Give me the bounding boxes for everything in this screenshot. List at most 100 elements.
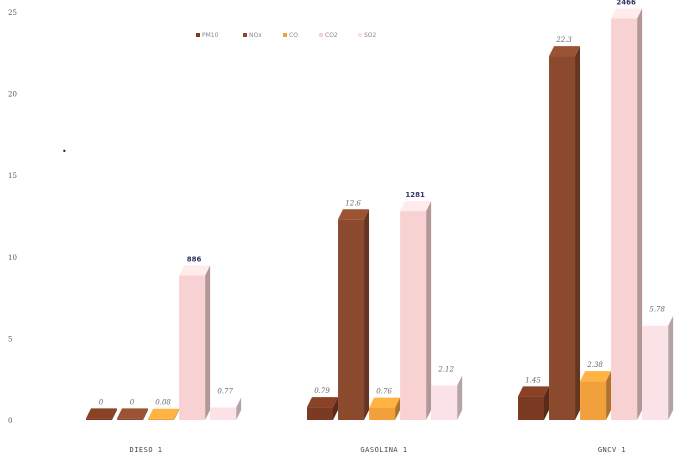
data-label: 0 xyxy=(130,398,135,406)
bar-side xyxy=(143,408,149,420)
bar-side xyxy=(668,315,674,420)
legend-swatch xyxy=(358,33,362,37)
bar-co2-2: 1281 xyxy=(400,191,432,420)
y-tick-label: 10 xyxy=(8,254,17,262)
y-tick-label: 0 xyxy=(8,417,12,425)
legend-swatch xyxy=(196,33,200,37)
bar-front xyxy=(611,18,638,420)
bar-side xyxy=(637,8,643,420)
data-label: 2466 xyxy=(616,0,636,7)
chart-legend: PM10 NOx CO CO2 SO2 xyxy=(196,32,377,39)
bar-front xyxy=(86,418,112,420)
bar-front xyxy=(518,396,544,420)
bar-top xyxy=(611,8,643,19)
bar-side xyxy=(575,46,581,421)
bar-front xyxy=(338,219,365,420)
bar-top xyxy=(307,397,338,408)
data-label: 886 xyxy=(187,255,202,263)
bar-so2-3: 5.78 xyxy=(642,306,674,420)
data-label: 12.6 xyxy=(345,199,361,207)
legend-swatch xyxy=(243,33,247,37)
legend-label: PM10 xyxy=(202,32,219,39)
bar-top xyxy=(400,201,432,212)
bar-co-2: 0.76 xyxy=(369,388,401,420)
bar-pm10-2: 0.79 xyxy=(307,387,338,420)
data-label: 0.76 xyxy=(376,388,392,396)
bar-front xyxy=(307,407,333,420)
bar-front xyxy=(431,385,458,420)
bar-top xyxy=(580,371,612,382)
legend-label: CO2 xyxy=(325,32,338,39)
data-label: 22.3 xyxy=(555,36,572,44)
bar-side xyxy=(236,397,242,420)
bar-top xyxy=(117,408,149,419)
bar-front xyxy=(400,211,427,420)
bar-side xyxy=(174,408,180,420)
bar-co2-1: 886 xyxy=(179,255,211,420)
data-label: 0 xyxy=(99,398,104,406)
bar-side xyxy=(112,408,117,420)
category-label: DIESO 1 xyxy=(129,446,162,454)
bar-co-1: 0.08 xyxy=(148,399,180,420)
data-label: 0.79 xyxy=(314,387,330,395)
legend-label: SO2 xyxy=(364,32,377,39)
bar-front xyxy=(148,418,175,420)
bar-side xyxy=(205,265,211,420)
bar-top xyxy=(518,386,549,397)
bar-front xyxy=(210,407,237,420)
bar-front xyxy=(369,407,396,420)
bar-side xyxy=(364,209,370,420)
bar-co-3: 2.38 xyxy=(580,361,612,420)
bar-top xyxy=(369,397,401,408)
bar-top xyxy=(210,397,242,408)
bar-side xyxy=(606,371,612,420)
bar-front xyxy=(642,325,669,420)
data-label: 0.77 xyxy=(217,387,233,395)
bar-top xyxy=(86,408,117,419)
y-axis: 0 5 10 15 20 25 xyxy=(8,9,17,425)
data-label: 0.08 xyxy=(155,399,171,407)
bar-side xyxy=(395,397,401,420)
bar-top xyxy=(148,408,180,419)
data-label: 5.78 xyxy=(649,306,665,314)
bar-front xyxy=(580,381,607,420)
bar-nox-2: 12.6 xyxy=(338,199,370,420)
bar-co2-3: 2466 xyxy=(611,0,643,420)
bar-top xyxy=(549,46,581,57)
data-label: 1281 xyxy=(405,191,425,199)
legend-swatch xyxy=(319,33,323,37)
bar-pm10-3: 1.45 xyxy=(518,376,549,420)
category-labels: DIESO 1 GASOLINA 1 GNCV 1 xyxy=(129,446,626,454)
category-label: GNCV 1 xyxy=(598,446,626,454)
y-tick-label: 5 xyxy=(8,335,12,343)
bar-top xyxy=(642,315,674,326)
bar-side xyxy=(457,375,463,420)
legend-swatch xyxy=(283,33,287,37)
y-tick-label: 20 xyxy=(8,91,17,99)
bar-so2-1: 0.77 xyxy=(210,387,242,420)
y-tick-label: 15 xyxy=(8,172,17,180)
bar-side xyxy=(333,397,338,420)
bar-nox-3: 22.3 xyxy=(549,36,581,421)
y-tick-label: 25 xyxy=(8,9,17,17)
bar-nox-1: 0 xyxy=(117,398,149,420)
bar-side xyxy=(544,386,549,420)
bar-so2-2: 2.12 xyxy=(431,365,463,420)
legend-label: NOx xyxy=(249,32,262,39)
bar-top xyxy=(431,375,463,386)
data-label: 2.38 xyxy=(586,361,603,369)
bar-top xyxy=(179,265,211,276)
data-label: 2.12 xyxy=(437,365,454,373)
bar-pm10-1: 0 xyxy=(86,398,117,420)
bar-side xyxy=(426,201,432,420)
bar-front xyxy=(179,275,206,420)
stray-mark: • xyxy=(62,147,67,156)
bar-group: 0 0 0.08 886 0.77 0.79 12.6 0.76 1281 2.12 1.45 22.… xyxy=(86,0,674,421)
legend-label: CO xyxy=(289,32,298,39)
category-label: GASOLINA 1 xyxy=(360,446,407,454)
bar-top xyxy=(338,209,370,220)
bar-front xyxy=(549,56,576,421)
bar-front xyxy=(117,418,144,420)
data-label: 1.45 xyxy=(525,376,541,384)
